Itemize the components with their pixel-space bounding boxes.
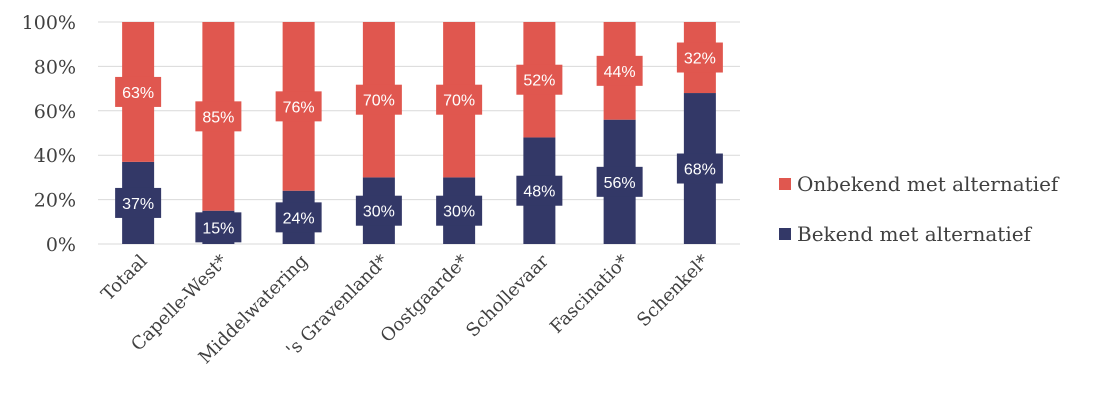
data-label: 56% [604,175,636,192]
data-label-box [516,64,563,95]
legend-swatch-onbekend [779,178,791,190]
data-labels: 37% 63% 15% 85% 24% 76% 30% 70% 30% 70% 48% 52% 56% 4… [115,42,723,243]
data-label: 15% [202,220,234,237]
data-label-box [676,42,723,73]
legend-label-onbekend: Onbekend met alternatief [797,172,1059,196]
data-label: 37% [122,196,154,213]
data-label-box [676,153,723,184]
y-tick-label: 0% [46,234,76,256]
data-label: 30% [443,204,475,221]
x-category-label: Totaal [97,251,152,306]
legend-item-onbekend: Onbekend met alternatief [779,172,1058,196]
data-label: 70% [363,93,395,110]
data-label-box [115,187,162,218]
data-label: 63% [122,85,154,102]
data-label: 68% [684,162,716,179]
legend-label-bekend: Bekend met alternatief [797,222,1031,246]
legend-swatch-bekend [779,228,791,240]
y-tick-label: 20% [34,190,76,212]
y-tick-label: 60% [34,101,76,123]
data-label: 70% [443,93,475,110]
y-tick-label: 80% [34,56,76,78]
legend: Onbekend met alternatief Bekend met alte… [779,172,1058,272]
legend-item-bekend: Bekend met alternatief [779,222,1058,246]
data-label: 85% [202,109,234,126]
y-tick-label: 100% [22,12,76,34]
data-label: 32% [684,51,716,68]
data-label-box [355,195,402,226]
data-label-box [516,175,563,206]
y-axis-labels: 0% 20% 40% 60% 80% 100% [22,12,76,256]
data-label-box [195,212,242,243]
data-label: 48% [523,184,555,201]
data-label-box [436,84,483,115]
data-label-box [596,55,643,86]
data-label: 52% [523,73,555,90]
x-category-label: Schollevaar [462,250,553,341]
data-label-box [355,84,402,115]
data-label-box [436,195,483,226]
x-category-label: Schenkel* [633,251,713,331]
data-label-box [275,91,322,122]
data-label: 44% [604,64,636,81]
data-label-box [115,76,162,107]
gridlines [98,21,740,245]
data-label: 24% [283,210,315,227]
data-label-box [275,202,322,233]
data-label: 30% [363,204,395,221]
data-label: 76% [283,99,315,116]
data-label-box [195,101,242,132]
bars [122,22,716,244]
y-tick-label: 40% [34,145,76,167]
x-category-label: Fascinatio* [546,251,633,338]
data-label-box [596,166,643,197]
